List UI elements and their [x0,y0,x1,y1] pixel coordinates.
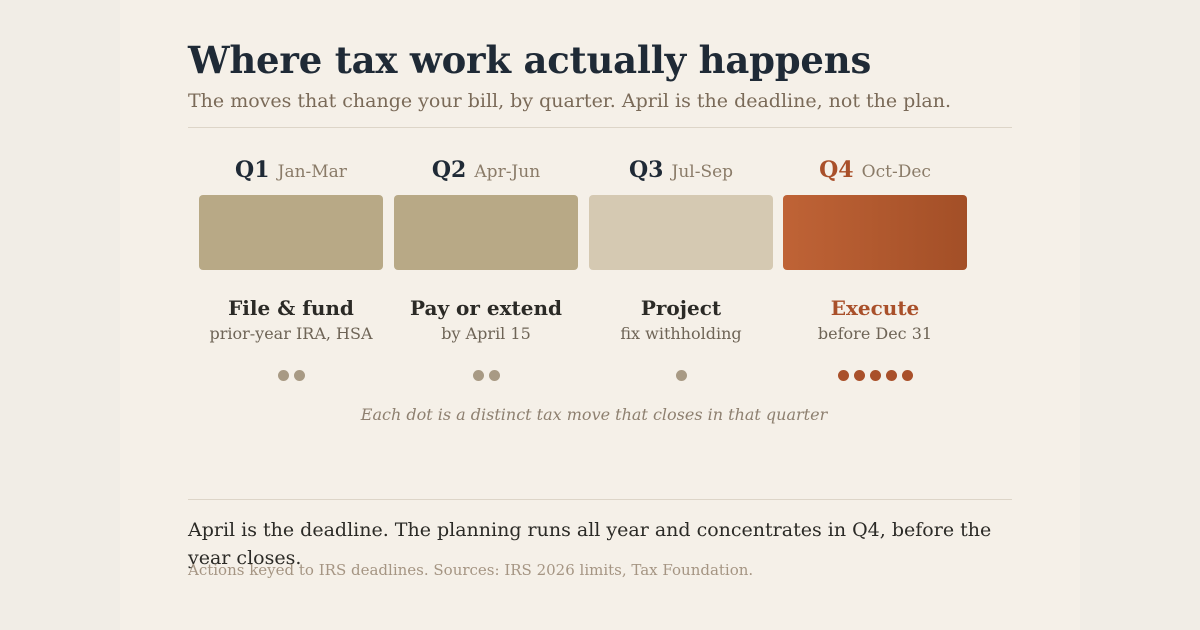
quarter-timeline: Q1 Jan-Mar File & fund prior-year IRA, H… [199,153,967,393]
quarter-block [783,195,967,270]
quarter-block [589,195,773,270]
quarter-move-dots [783,370,967,384]
quarter-block [394,195,578,270]
move-dot [488,370,500,381]
quarter-move-dots [589,370,773,384]
quarter-header: Q3 Jul-Sep [589,153,773,187]
quarter-card-q2: Q2 Apr-Jun Pay or extend by April 15 [394,153,578,384]
quarter-header: Q1 Jan-Mar [199,153,383,187]
quarter-card-q3: Q3 Jul-Sep Project fix withholding [589,153,773,384]
quarter-range: Jan-Mar [277,162,347,182]
quarter-range: Jul-Sep [671,162,734,182]
quarter-action: Project [640,296,722,320]
quarter-range: Oct-Dec [861,162,931,182]
bottom-divider [188,499,1012,500]
quarter-detail: prior-year IRA, HSA [209,324,373,343]
quarter-action: Pay or extend [409,296,563,320]
quarter-code: Q1 [235,157,270,183]
quarter-header: Q2 Apr-Jun [394,153,578,187]
quarter-code: Q3 [628,157,664,183]
quarter-code: Q2 [431,157,467,183]
move-dot [885,370,897,381]
top-divider [188,127,1012,128]
quarter-block [199,195,383,270]
header: Where tax work actually happens The move… [188,36,1012,114]
move-dot [837,370,849,381]
move-dot [675,370,687,381]
quarter-range: Apr-Jun [474,162,541,182]
left-margin [0,0,120,630]
right-margin [1080,0,1200,630]
takeaway-text: April is the deadline. The planning runs… [188,519,992,569]
move-dot [277,370,289,381]
quarter-detail: before Dec 31 [817,324,933,343]
quarter-card-q4: Q4 Oct-Dec Execute before Dec 31 [783,153,967,384]
move-dot [293,370,305,381]
quarter-card-q1: Q1 Jan-Mar File & fund prior-year IRA, H… [199,153,383,384]
source-note: Actions keyed to IRS deadlines. Sources:… [188,561,754,579]
quarter-move-dots [394,370,578,384]
move-dot [901,370,913,381]
page-subtitle: The moves that change your bill, by quar… [188,90,952,112]
move-dot [869,370,881,381]
page-title: Where tax work actually happens [188,38,872,82]
quarter-move-dots [199,370,383,384]
quarter-detail: by April 15 [441,324,531,343]
quarter-action: Execute [830,296,920,320]
quarter-code: Q4 [819,157,854,183]
dot-legend-note: Each dot is a distinct tax move that clo… [360,405,828,424]
quarter-detail: fix withholding [620,324,742,343]
quarter-action: File & fund [228,296,354,320]
move-dot [472,370,484,381]
move-dot [853,370,865,381]
quarter-header: Q4 Oct-Dec [783,153,967,187]
